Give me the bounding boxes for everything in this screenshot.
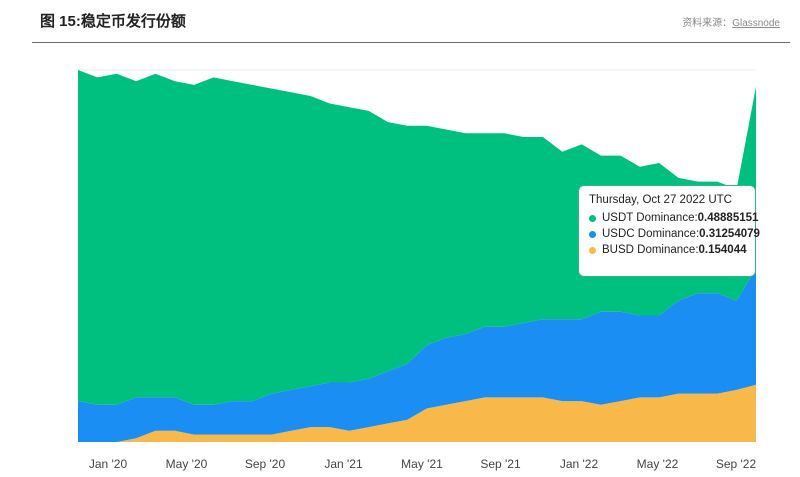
usdt-area[interactable] — [78, 70, 756, 405]
tooltip-label: BUSD Dominance: — [602, 244, 699, 256]
busd-area[interactable] — [78, 384, 756, 442]
tooltip-row-busd: BUSD Dominance: 0.154044 — [589, 244, 747, 256]
tooltip-value: 0.48885151 — [697, 212, 759, 224]
tooltip-value: 0.31254079 — [699, 228, 760, 240]
x-tick-label: Jan '22 — [560, 457, 599, 471]
tooltip-row-usdc: USDC Dominance: 0.31254079 — [589, 228, 760, 240]
busd-legend-dot-icon — [589, 246, 596, 254]
x-tick-label: Sep '21 — [480, 457, 521, 471]
x-axis-ticks: Jan '20 May '20 Sep '20 Jan '21 May '21 Sep '… — [89, 457, 757, 471]
x-tick-label: May '22 — [637, 457, 679, 471]
x-tick-label: May '20 — [166, 457, 208, 471]
x-tick-label: Sep '22 — [716, 457, 757, 471]
usdt-legend-dot-icon — [589, 214, 596, 222]
x-tick-label: Sep '20 — [245, 457, 286, 471]
title-divider — [32, 42, 790, 43]
tooltip-value: 0.154044 — [698, 244, 747, 256]
source-prefix: 资料来源： — [682, 18, 733, 29]
x-tick-label: Jan '20 — [89, 457, 128, 471]
tooltip-row-usdt: USDT Dominance: 0.48885151 — [589, 212, 758, 224]
source-link[interactable]: Glassnode — [732, 18, 780, 29]
hover-tooltip: Thursday, Oct 27 2022 UTC USDT Dominance… — [578, 185, 760, 277]
figure-title: 图 15:稳定币发行份额 — [40, 13, 186, 30]
area-series — [78, 70, 756, 442]
tooltip-date: Thursday, Oct 27 2022 UTC — [589, 194, 732, 206]
usdc-legend-dot-icon — [589, 230, 596, 238]
source-credit: 资料来源：Glassnode — [682, 14, 780, 29]
x-tick-label: Jan '21 — [324, 457, 363, 471]
tooltip-label: USDT Dominance: — [602, 212, 698, 224]
x-tick-label: May '21 — [401, 457, 443, 471]
tooltip-label: USDC Dominance: — [602, 228, 700, 240]
usdc-area[interactable] — [78, 268, 756, 442]
